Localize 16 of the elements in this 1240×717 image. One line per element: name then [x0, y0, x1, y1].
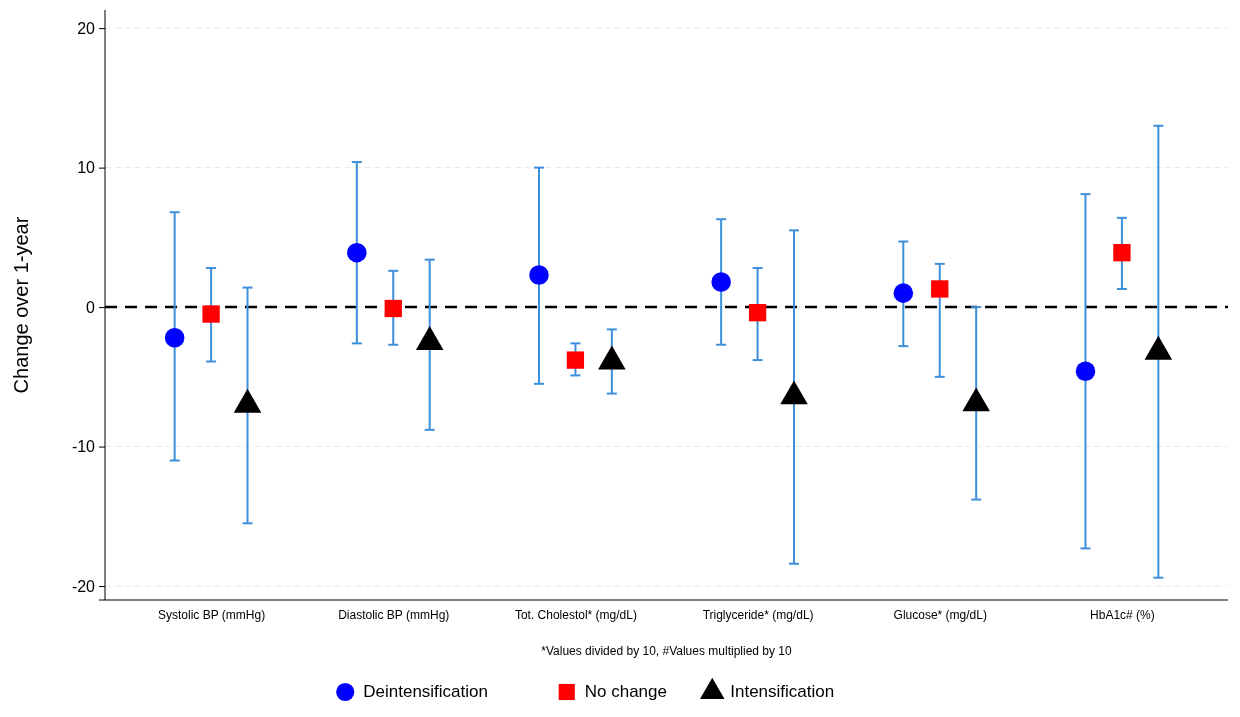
x-tick-label: Glucose* (mg/dL) — [893, 607, 987, 622]
x-tick-label: Systolic BP (mmHg) — [158, 607, 266, 622]
y-tick-label: -10 — [71, 438, 96, 456]
y-tick-label: -20 — [71, 577, 96, 595]
x-tick-label: Triglyceride* (mg/dL) — [702, 607, 814, 622]
x-tick-label: Diastolic BP (mmHg) — [338, 607, 450, 622]
text: *Values divided by 10, #Values multiplied by 10 — [541, 644, 793, 658]
x-tick-label: HbA1c# (%) — [1090, 607, 1155, 622]
legend-label: Intensification — [730, 682, 835, 701]
y-tick-label: 0 — [86, 298, 96, 316]
y-tick-label: 10 — [77, 159, 96, 177]
legend-label: Deintensification — [363, 682, 488, 701]
x-tick-label: Tot. Cholestol* (mg/dL) — [514, 607, 637, 622]
y-axis-title: Change over 1-year — [10, 216, 32, 394]
legend-label: No change — [584, 682, 667, 701]
y-tick-label: 20 — [77, 19, 96, 37]
